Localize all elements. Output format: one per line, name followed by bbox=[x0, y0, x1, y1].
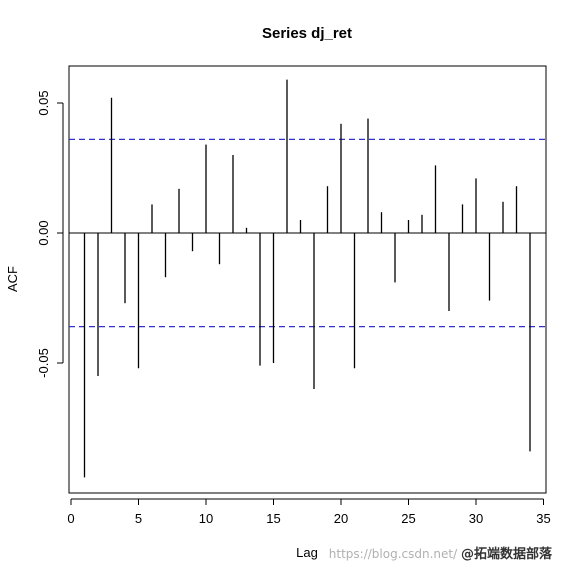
y-tick-label: 0.05 bbox=[36, 90, 51, 115]
y-tick-label: 0.00 bbox=[36, 220, 51, 245]
x-tick-label: 35 bbox=[536, 511, 550, 526]
acf-bars bbox=[83, 79, 531, 478]
y-axis-label: ACF bbox=[5, 266, 20, 292]
watermark-url: https://blog.csdn.net/ bbox=[328, 547, 458, 561]
watermark: https://blog.csdn.net/ @拓端数据部落 bbox=[329, 543, 552, 562]
x-tick-label: 5 bbox=[135, 511, 142, 526]
y-tick-label: -0.05 bbox=[36, 348, 51, 378]
x-tick-label: 15 bbox=[266, 511, 280, 526]
x-tick-label: 10 bbox=[199, 511, 213, 526]
watermark-brand: @拓端数据部落 bbox=[460, 547, 552, 562]
plot-frame bbox=[68, 65, 547, 494]
x-tick-label: 20 bbox=[334, 511, 348, 526]
y-axis: -0.05 0.00 0.05 bbox=[36, 90, 64, 378]
x-axis: 0 5 10 15 20 25 30 35 bbox=[67, 498, 551, 526]
x-tick-label: 0 bbox=[67, 511, 74, 526]
x-tick-label: 30 bbox=[469, 511, 483, 526]
x-axis-label: Lag bbox=[296, 545, 318, 560]
chart-title: Series dj_ret bbox=[262, 25, 352, 42]
x-tick-label: 25 bbox=[401, 511, 415, 526]
